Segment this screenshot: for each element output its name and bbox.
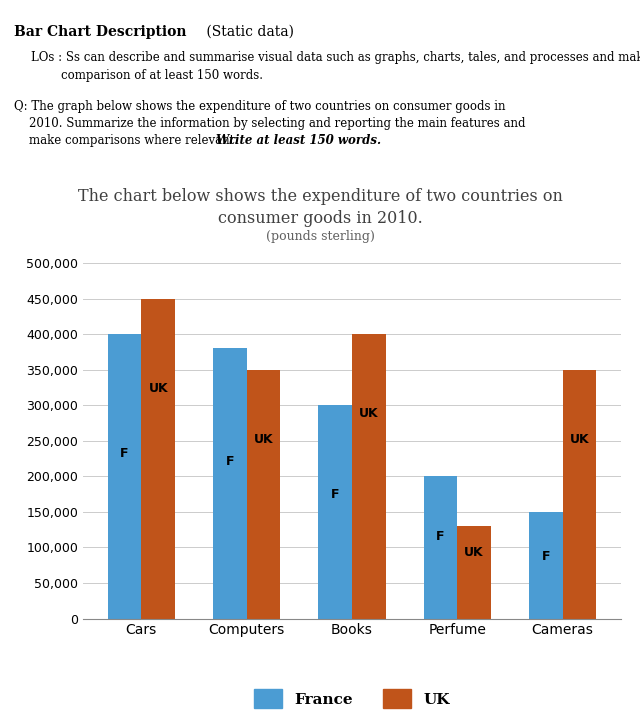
Bar	[458, 526, 491, 619]
Text: Bar Chart Description: Bar Chart Description	[14, 25, 187, 39]
Bar	[424, 476, 458, 619]
Bar	[213, 348, 246, 619]
Bar	[318, 405, 352, 619]
Text: Q: The graph below shows the expenditure of two countries on consumer goods in: Q: The graph below shows the expenditure…	[14, 100, 506, 112]
Text: The chart below shows the expenditure of two countries on: The chart below shows the expenditure of…	[77, 188, 563, 205]
Text: consumer goods in 2010.: consumer goods in 2010.	[218, 210, 422, 227]
Text: (pounds sterling): (pounds sterling)	[266, 230, 374, 242]
Text: UK: UK	[465, 545, 484, 559]
Bar	[563, 370, 596, 619]
Text: comparison of at least 150 words.: comparison of at least 150 words.	[31, 69, 263, 82]
Text: F: F	[225, 455, 234, 469]
Text: (Static data): (Static data)	[202, 25, 294, 39]
Text: make comparisons where relevant.: make comparisons where relevant.	[14, 134, 242, 146]
Text: LOs : Ss can describe and summarise visual data such as graphs, charts, tales, a: LOs : Ss can describe and summarise visu…	[31, 51, 640, 64]
Text: UK: UK	[253, 433, 273, 446]
Bar	[246, 370, 280, 619]
Bar	[352, 334, 386, 619]
Text: UK: UK	[359, 407, 379, 420]
Text: Write at least 150 words.: Write at least 150 words.	[216, 134, 381, 146]
Bar	[529, 512, 563, 619]
Text: UK: UK	[570, 433, 589, 446]
Legend: France, UK: France, UK	[248, 683, 456, 711]
Text: UK: UK	[148, 382, 168, 395]
Text: F: F	[541, 550, 550, 563]
Text: F: F	[120, 447, 129, 460]
Text: F: F	[436, 530, 445, 542]
Text: 2010. Summarize the information by selecting and reporting the main features and: 2010. Summarize the information by selec…	[14, 117, 525, 129]
Text: F: F	[331, 488, 339, 501]
Bar	[141, 299, 175, 619]
Bar	[108, 334, 141, 619]
